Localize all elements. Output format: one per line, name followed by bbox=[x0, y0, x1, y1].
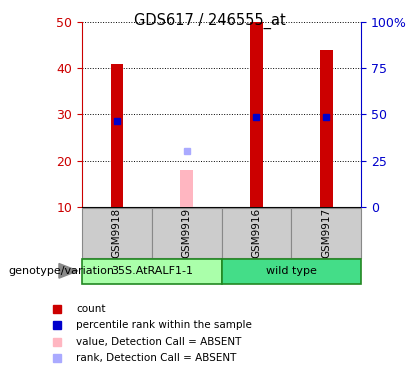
Text: value, Detection Call = ABSENT: value, Detection Call = ABSENT bbox=[76, 337, 242, 347]
Bar bbox=[82, 259, 222, 284]
Bar bbox=[222, 259, 361, 284]
Bar bbox=[222, 208, 291, 258]
Bar bbox=[250, 22, 263, 207]
Text: count: count bbox=[76, 304, 105, 314]
Bar bbox=[82, 208, 152, 258]
Text: wild type: wild type bbox=[266, 266, 317, 276]
Bar bbox=[110, 64, 123, 207]
Bar bbox=[152, 208, 222, 258]
Bar bbox=[320, 50, 333, 207]
Text: percentile rank within the sample: percentile rank within the sample bbox=[76, 320, 252, 330]
Polygon shape bbox=[59, 264, 78, 278]
Text: GSM9918: GSM9918 bbox=[112, 208, 122, 258]
Bar bbox=[180, 170, 193, 207]
Text: genotype/variation: genotype/variation bbox=[8, 266, 114, 276]
Text: GSM9916: GSM9916 bbox=[252, 208, 262, 258]
Text: 35S.AtRALF1-1: 35S.AtRALF1-1 bbox=[111, 266, 193, 276]
Bar bbox=[291, 208, 361, 258]
Text: rank, Detection Call = ABSENT: rank, Detection Call = ABSENT bbox=[76, 353, 236, 363]
Text: GSM9919: GSM9919 bbox=[181, 208, 192, 258]
Text: GSM9917: GSM9917 bbox=[321, 208, 331, 258]
Text: GDS617 / 246555_at: GDS617 / 246555_at bbox=[134, 13, 286, 29]
